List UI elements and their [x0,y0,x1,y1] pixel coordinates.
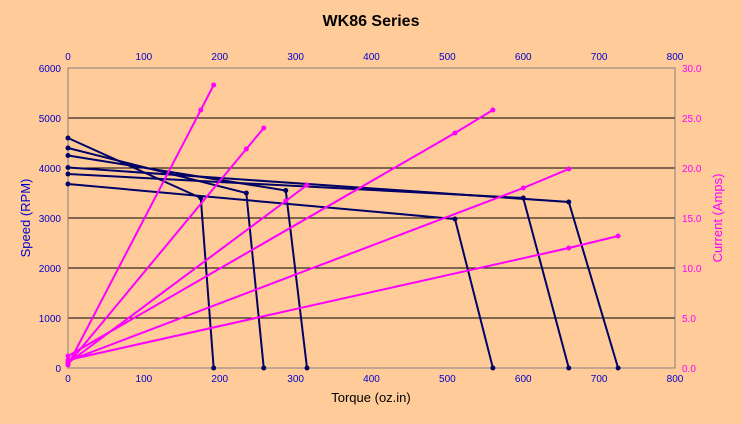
speed-series-6-point [566,199,572,205]
current-series-5-point [566,166,572,172]
x-tick-label: 700 [591,374,608,385]
speed-series-3-point [65,153,71,158]
speed-series-4-point [490,365,496,371]
speed-series-line-2 [67,147,265,369]
speed-series-2-point [65,145,71,151]
y2-tick-label: 20.0 [682,164,702,175]
x-top-tick-label: 600 [515,52,532,63]
current-series-4-point [490,107,496,113]
x-tick-label: 200 [211,374,228,385]
speed-series-1-point [211,365,217,371]
y2-tick-label: 25.0 [682,114,702,125]
speed-series-6-point [615,365,621,371]
speed-series-6-point [65,165,71,170]
speed-series-layer [65,135,621,371]
x-tick-label: 600 [515,374,532,385]
x-tick-label: 300 [287,374,304,385]
speed-series-5-point [566,365,572,371]
y-axis-label: Speed (RPM) [18,179,33,258]
y-tick-label: 3000 [39,214,62,225]
x-top-tick-label: 800 [667,52,684,63]
x-tick-label: 400 [363,374,380,385]
y-tick-label: 2000 [39,264,62,275]
y-tick-label: 4000 [39,164,62,175]
speed-series-line-5 [67,173,570,369]
current-series-layer [65,82,621,368]
current-series-line-4 [67,109,494,357]
speed-series-3-point [304,365,310,371]
x-top-tick-label: 700 [591,52,608,63]
x-top-tick-label: 200 [211,52,228,63]
x-tick-label: 0 [65,374,71,385]
speed-series-4-point [452,216,458,222]
current-series-6-point [566,245,572,251]
x-tick-label: 800 [667,374,684,385]
bottom-axis-ticks: 0 100 200 300 400 500 600 700 800 [65,374,684,385]
x-tick-label: 500 [439,374,456,385]
current-series-1-point [211,82,217,88]
x-top-tick-label: 100 [136,52,153,63]
y-tick-label: 6000 [39,64,62,75]
current-series-5-point [520,185,526,191]
speed-series-1-point [65,135,71,141]
current-series-4-point [65,353,71,359]
x-top-tick-label: 500 [439,52,456,63]
current-series-2-point [243,146,249,152]
current-series-1-point [198,107,204,113]
speed-series-5-point [65,171,71,177]
x-top-tick-label: 300 [287,52,304,63]
x-tick-label: 100 [136,374,153,385]
x-top-tick-label: 0 [65,52,71,63]
current-series-line-2 [67,127,265,365]
top-axis-ticks: 0 100 200 300 400 500 600 700 800 [65,52,684,63]
y2-tick-label: 15.0 [682,214,702,225]
speed-series-2-point [243,190,249,196]
current-series-2-point [261,125,267,131]
y2-tick-label: 5.0 [682,314,696,325]
current-series-6-point [615,233,621,239]
gridlines [68,67,675,369]
speed-series-3-point [283,188,289,193]
y2-axis-label: Current (Amps) [710,174,725,263]
current-series-3-point [304,182,310,188]
current-series-3-point [283,198,289,204]
y-tick-label: 5000 [39,114,62,125]
right-axis-ticks: 0.0 5.0 10.0 15.0 20.0 25.0 30.0 [682,64,702,375]
speed-series-2-point [261,365,267,371]
x-top-tick-label: 400 [363,52,380,63]
current-series-line-6 [67,235,619,361]
current-series-line-1 [67,84,215,366]
current-series-6-point [65,357,71,363]
plot-area-frame [67,67,676,369]
left-axis-ticks: 0 1000 2000 3000 4000 5000 6000 [39,64,62,375]
y2-tick-label: 30.0 [682,64,702,75]
speed-series-line-4 [67,183,494,369]
y2-tick-label: 10.0 [682,264,702,275]
chart-title: WK86 Series [323,13,420,30]
y2-tick-label: 0.0 [682,364,696,375]
speed-series-4-point [65,181,71,187]
y-tick-label: 1000 [39,314,62,325]
x-axis-label: Torque (oz.in) [331,390,410,405]
y-tick-label: 0 [55,364,61,375]
current-series-4-point [452,130,458,136]
